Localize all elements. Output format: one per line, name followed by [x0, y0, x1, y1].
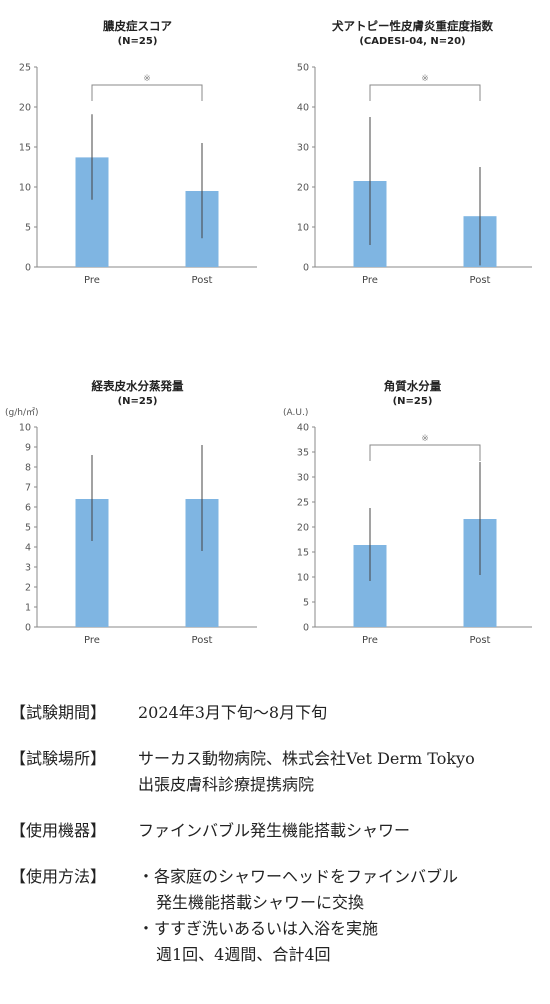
chart-title-main: 膿皮症スコア [103, 19, 172, 33]
y-tick-label: 30 [297, 473, 309, 484]
x-tick-label: Pre [362, 635, 378, 646]
chart-subtitle: (N=25) [392, 396, 433, 407]
y-tick-label: 25 [297, 498, 309, 509]
chart-title-main: 経表皮水分蒸発量 [91, 379, 184, 393]
x-tick-label: Pre [84, 275, 100, 286]
y-tick-label: 20 [297, 523, 309, 534]
significance-mark: ※ [143, 74, 151, 84]
chart-subtitle: (N=25) [117, 36, 158, 47]
chart-title: 膿皮症スコア (N=25) [0, 18, 275, 47]
chart-corneometer: 角質水分量 (N=25) 0 5 10 15 20 25 30 35 40 (A.U.) Pre Po… [275, 360, 550, 660]
y-tick-label: 6 [25, 503, 31, 514]
y-tick-label: 7 [25, 483, 31, 494]
y-tick-label: 8 [25, 463, 31, 474]
y-tick-label: 10 [19, 423, 31, 434]
y-tick-label: 5 [25, 523, 31, 534]
x-tick-label: Post [470, 635, 491, 646]
info-label: 【使用機器】 [10, 821, 107, 840]
y-tick-label: 40 [297, 423, 309, 434]
chart-title: 角質水分量 (N=25) [275, 378, 550, 407]
chart-plot-area: 0 1 2 3 4 5 6 7 8 9 10 (g/h/㎡) Pre Post [5, 407, 257, 646]
info-bullet: ・すすぎ洗いあるいは入浴を実施 [138, 919, 379, 938]
info-value: ファインバブル発生機能搭載シャワー [138, 818, 550, 844]
significance-bracket [91, 84, 203, 101]
y-tick-label: 20 [297, 183, 309, 194]
chart-pyoderma-score: 膿皮症スコア (N=25) 0 5 10 15 20 25 Pre Post ※ [0, 0, 275, 300]
significance-bracket [369, 444, 481, 461]
y-unit-label: (g/h/㎡) [5, 407, 39, 418]
y-tick-label: 0 [25, 623, 31, 634]
chart-title-main: 犬アトピー性皮膚炎重症度指数 [332, 19, 493, 33]
x-tick-label: Pre [84, 635, 100, 646]
x-tick-label: Post [192, 275, 213, 286]
significance-bracket [369, 84, 481, 101]
significance-mark: ※ [421, 74, 429, 84]
x-tick-label: Post [192, 635, 213, 646]
chart-tewl: 経表皮水分蒸発量 (N=25) 0 1 2 3 4 5 6 7 8 9 10 (g/h/㎡) Pre Po… [0, 360, 275, 660]
info-line: ファインバブル発生機能搭載シャワー [138, 821, 411, 840]
info-value: ・各家庭のシャワーヘッドをファインバブル 発生機能搭載シャワーに交換 ・すすぎ洗… [138, 864, 550, 968]
chart-plot-area: 0 10 20 30 40 50 Pre Post ※ [297, 63, 532, 286]
y-tick-label: 3 [25, 563, 31, 574]
y-tick-label: 10 [297, 223, 309, 234]
y-unit-label: (A.U.) [283, 408, 308, 418]
y-tick-label: 4 [25, 543, 31, 554]
y-tick-label: 0 [303, 623, 309, 634]
info-value: 2024年3月下旬〜8月下旬 [138, 700, 550, 726]
y-tick-label: 5 [303, 598, 309, 609]
y-tick-label: 10 [297, 573, 309, 584]
info-line: 2024年3月下旬〜8月下旬 [138, 703, 328, 722]
chart-cadesi-index: 犬アトピー性皮膚炎重症度指数 (CADESI-04, N=20) 0 10 20 30… [275, 0, 550, 300]
y-tick-label: 40 [297, 103, 309, 114]
y-tick-label: 0 [303, 263, 309, 274]
chart-title: 犬アトピー性皮膚炎重症度指数 (CADESI-04, N=20) [275, 18, 550, 47]
y-tick-label: 2 [25, 583, 31, 594]
y-tick-label: 15 [19, 143, 31, 154]
y-tick-label: 20 [19, 103, 31, 114]
x-tick-label: Post [470, 275, 491, 286]
info-row-device: 【使用機器】 ファインバブル発生機能搭載シャワー [10, 818, 550, 844]
y-tick-label: 5 [25, 223, 31, 234]
x-tick-label: Pre [362, 275, 378, 286]
chart-subtitle: (N=25) [117, 396, 158, 407]
chart-plot-area: 0 5 10 15 20 25 30 35 40 (A.U.) Pre Post ※ [283, 408, 532, 646]
info-row-method: 【使用方法】 ・各家庭のシャワーヘッドをファインバブル 発生機能搭載シャワーに交… [10, 864, 550, 968]
chart-title-main: 角質水分量 [383, 379, 442, 393]
study-info: 【試験期間】 2024年3月下旬〜8月下旬 【試験場所】 サーカス動物病院、株式… [10, 700, 550, 988]
y-tick-label: 30 [297, 143, 309, 154]
chart-subtitle: (CADESI-04, N=20) [359, 36, 466, 47]
info-line: 出張皮膚科診療提携病院 [138, 775, 315, 794]
y-tick-label: 35 [297, 448, 309, 459]
info-value: サーカス動物病院、株式会社Vet Derm Tokyo 出張皮膚科診療提携病院 [138, 746, 550, 798]
chart-plot-area: 0 5 10 15 20 25 Pre Post ※ [19, 63, 257, 286]
y-tick-label: 15 [297, 548, 309, 559]
info-bullet-continuation: 週1回、4週間、合計4回 [156, 945, 331, 964]
chart-title: 経表皮水分蒸発量 (N=25) [0, 378, 275, 407]
info-bullet-continuation: 発生機能搭載シャワーに交換 [156, 893, 365, 912]
info-label: 【使用方法】 [10, 867, 107, 886]
y-tick-label: 1 [25, 603, 31, 614]
y-tick-label: 50 [297, 63, 309, 74]
info-row-location: 【試験場所】 サーカス動物病院、株式会社Vet Derm Tokyo 出張皮膚科… [10, 746, 550, 798]
significance-mark: ※ [421, 434, 429, 444]
info-label: 【試験場所】 [10, 749, 107, 768]
info-line: サーカス動物病院、株式会社Vet Derm Tokyo [138, 749, 475, 768]
y-tick-label: 0 [25, 263, 31, 274]
y-tick-label: 9 [25, 443, 31, 454]
y-tick-label: 10 [19, 183, 31, 194]
info-label: 【試験期間】 [10, 703, 107, 722]
y-tick-label: 25 [19, 63, 31, 74]
info-row-period: 【試験期間】 2024年3月下旬〜8月下旬 [10, 700, 550, 726]
info-bullet: ・各家庭のシャワーヘッドをファインバブル [138, 867, 459, 886]
